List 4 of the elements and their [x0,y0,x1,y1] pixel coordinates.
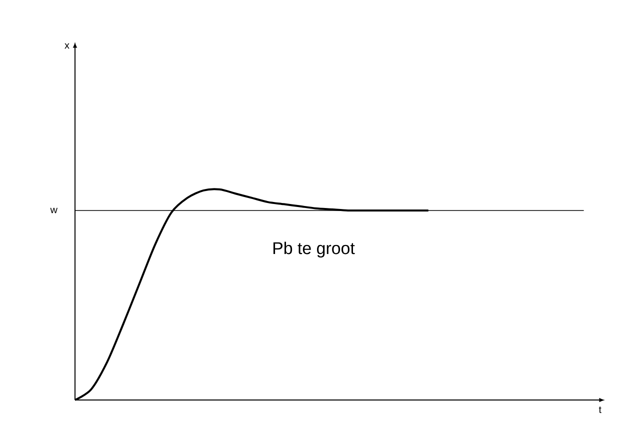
text: x [64,43,70,49]
x-axis-title: t [598,406,602,414]
ref-line-label: w [50,208,58,214]
annotation: Pb te groot [273,242,355,258]
